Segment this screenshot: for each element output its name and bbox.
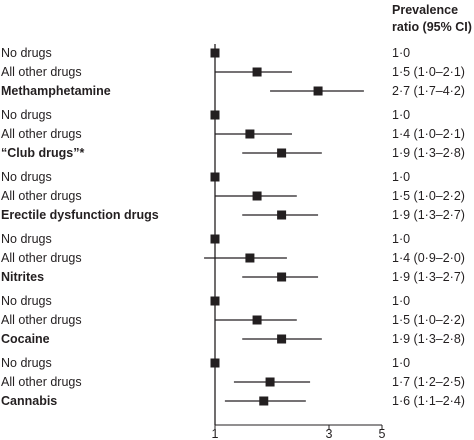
row-label: All other drugs bbox=[1, 251, 82, 265]
row-label: Nitrites bbox=[1, 270, 45, 284]
row-label: No drugs bbox=[1, 232, 52, 246]
estimate-marker bbox=[210, 296, 220, 306]
ci-value: 1·9 (1·3–2·8) bbox=[392, 146, 465, 160]
row-label: All other drugs bbox=[1, 375, 82, 389]
estimate-marker bbox=[277, 272, 287, 282]
ci-value: 1·9 (1·3–2·7) bbox=[392, 270, 465, 284]
estimate-marker bbox=[259, 396, 269, 406]
row-label: No drugs bbox=[1, 356, 52, 370]
x-tick-label-1: 3 bbox=[326, 427, 333, 440]
row-label: Cocaine bbox=[1, 332, 50, 346]
estimate-marker bbox=[245, 129, 255, 139]
estimate-marker bbox=[210, 234, 220, 244]
row-label: Erectile dysfunction drugs bbox=[1, 208, 159, 222]
x-tick-label-2: 5 bbox=[379, 427, 386, 440]
row-label: No drugs bbox=[1, 294, 52, 308]
estimate-marker bbox=[210, 358, 220, 368]
row-label: “Club drugs”* bbox=[1, 146, 85, 160]
estimate-marker bbox=[277, 148, 287, 158]
ci-value: 1·5 (1·0–2·1) bbox=[392, 65, 465, 79]
estimate-marker bbox=[210, 110, 220, 120]
ci-value: 2·7 (1·7–4·2) bbox=[392, 84, 465, 98]
estimate-marker bbox=[210, 172, 220, 182]
estimate-marker bbox=[313, 86, 323, 96]
ci-value: 1·0 bbox=[392, 108, 411, 122]
estimate-marker bbox=[277, 334, 287, 344]
row-label: All other drugs bbox=[1, 65, 82, 79]
estimate-marker bbox=[265, 377, 275, 387]
row-label: No drugs bbox=[1, 108, 52, 122]
ci-value: 1·5 (1·0–2·2) bbox=[392, 189, 465, 203]
row-label: All other drugs bbox=[1, 313, 82, 327]
row-label: All other drugs bbox=[1, 127, 82, 141]
row-label: Methamphetamine bbox=[1, 84, 111, 98]
ci-value: 1·0 bbox=[392, 232, 411, 246]
estimate-marker bbox=[252, 191, 262, 201]
estimate-marker bbox=[252, 67, 262, 77]
ci-value: 1·0 bbox=[392, 294, 411, 308]
ci-value: 1·5 (1·0–2·2) bbox=[392, 313, 465, 327]
row-label: Cannabis bbox=[1, 394, 58, 408]
row-label: No drugs bbox=[1, 46, 52, 60]
ci-value: 1·0 bbox=[392, 170, 411, 184]
ci-value: 1·9 (1·3–2·8) bbox=[392, 332, 465, 346]
ci-value: 1·4 (0·9–2·0) bbox=[392, 251, 465, 265]
estimate-marker bbox=[210, 48, 220, 58]
estimate-marker bbox=[252, 315, 262, 325]
ci-value: 1·0 bbox=[392, 356, 411, 370]
x-tick-label-0: 1 bbox=[212, 427, 219, 440]
ci-value: 1·9 (1·3–2·7) bbox=[392, 208, 465, 222]
prevalence-ratio-header-line2: ratio (95% CI) bbox=[392, 20, 472, 34]
row-label: All other drugs bbox=[1, 189, 82, 203]
estimate-marker bbox=[245, 253, 255, 263]
estimate-marker bbox=[277, 210, 287, 220]
row-label: No drugs bbox=[1, 170, 52, 184]
ci-value: 1·0 bbox=[392, 46, 411, 60]
ci-value: 1·7 (1·2–2·5) bbox=[392, 375, 465, 389]
prevalence-ratio-header-line1: Prevalence bbox=[392, 3, 459, 17]
ci-value: 1·4 (1·0–2·1) bbox=[392, 127, 465, 141]
ci-value: 1·6 (1·1–2·4) bbox=[392, 394, 465, 408]
